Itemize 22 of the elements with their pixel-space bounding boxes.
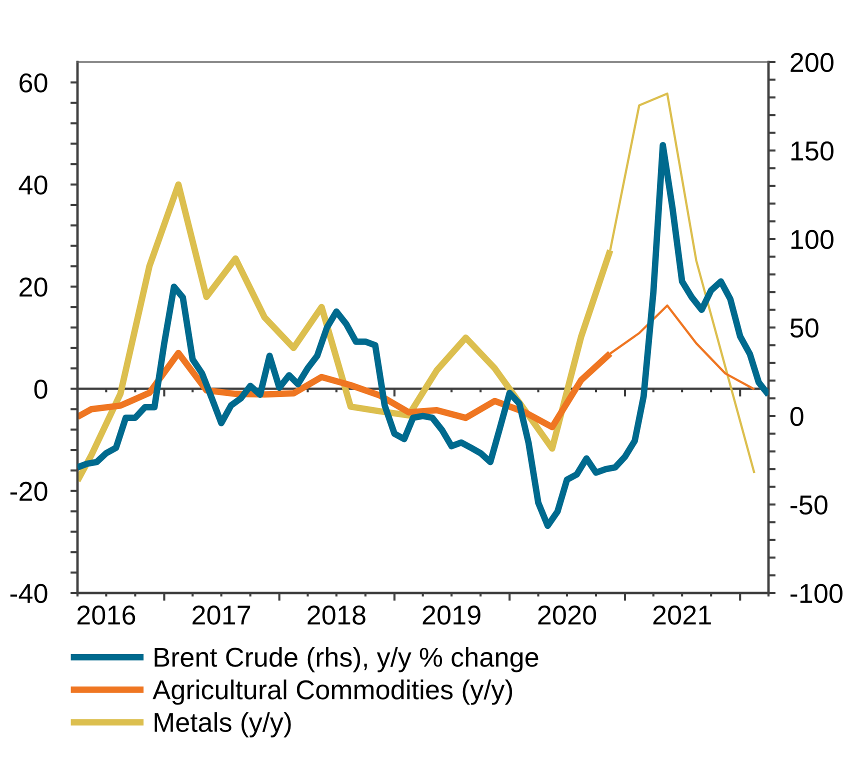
x-tick-label: 2020 (538, 606, 596, 625)
y-tick-label: -20 (10, 482, 48, 501)
x-tick-label: 2017 (192, 606, 250, 625)
y-tick-label: 0 (34, 380, 48, 399)
y2-tick-label: -100 (790, 584, 842, 604)
y2-tick-label: 100 (791, 230, 834, 250)
legend-label: Brent Crude (rhs), y/y % change (154, 647, 538, 672)
y2-tick-label: 150 (791, 141, 834, 161)
x-tick-label: 2019 (422, 606, 480, 625)
y2-tick-label: -50 (790, 495, 828, 515)
y-tick-label: 40 (18, 175, 48, 195)
legend-label: Metals (y/y) (154, 712, 291, 738)
legend-label: Agricultural Commodities (y/y) (152, 680, 512, 705)
y-tick-label: -40 (10, 584, 48, 604)
x-tick-label: 2016 (77, 606, 136, 625)
x-tick-label: 2018 (308, 606, 366, 625)
y-tick-label: 20 (20, 278, 48, 297)
y-tick-label: 60 (20, 73, 48, 93)
y2-tick-label: 0 (790, 406, 804, 426)
y2-tick-label: 50 (790, 318, 818, 338)
y2-tick-label: 200 (790, 52, 834, 72)
x-tick-label: 2021 (653, 606, 711, 625)
